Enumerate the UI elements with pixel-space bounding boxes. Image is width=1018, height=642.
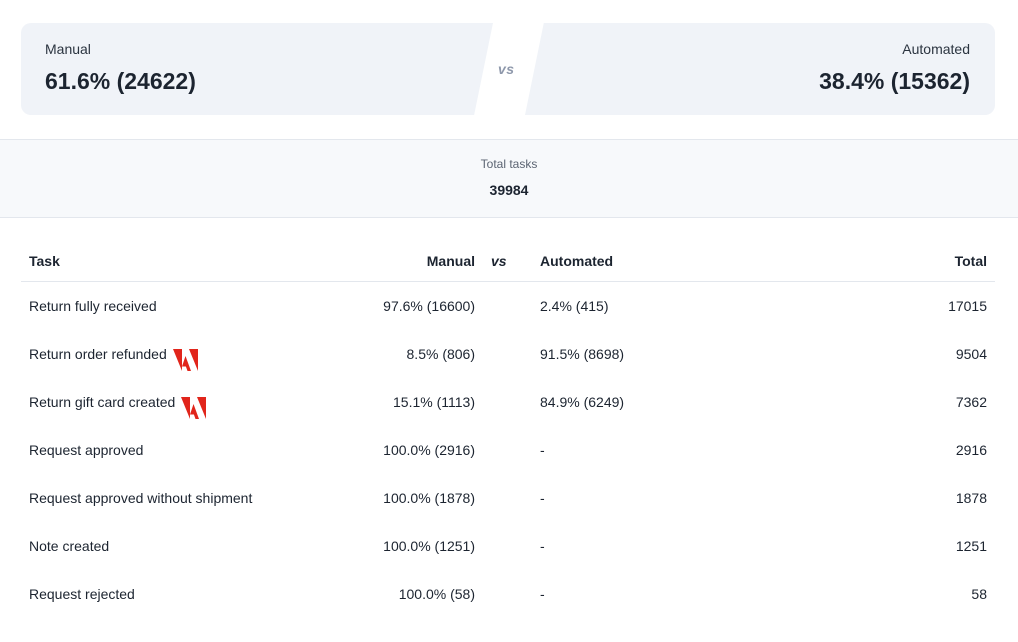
task-cell: Note created	[29, 522, 109, 570]
manual-cell: 97.6% (16600)	[383, 298, 475, 314]
header-total[interactable]: Total	[954, 253, 987, 269]
total-cell: 1251	[955, 538, 987, 554]
task-cell: Request rejected	[29, 570, 135, 618]
table-row[interactable]: Return order refunded 8.5% (806) 91.5% (86…	[21, 330, 995, 378]
total-tasks-section: Total tasks 39984	[0, 139, 1018, 218]
manual-cell: 100.0% (1251)	[383, 538, 475, 554]
task-cell: Return fully received	[29, 282, 157, 330]
total-cell: 58	[971, 586, 987, 602]
table-row[interactable]: Request approved without shipment 100.0% …	[21, 474, 995, 522]
table-row[interactable]: Return gift card created 15.1% (1113) 84.9…	[21, 378, 995, 426]
automated-cell: 2.4% (415)	[540, 298, 609, 314]
manual-cell: 15.1% (1113)	[393, 394, 475, 410]
table-row[interactable]: Request approved 100.0% (2916) - 2916	[21, 426, 995, 474]
task-cell: Return order refunded	[29, 330, 198, 378]
vs-badge: vs	[498, 61, 515, 77]
automated-summary-label: Automated	[902, 41, 970, 57]
automated-cell: -	[540, 442, 545, 458]
summary-comparison: Manual 61.6% (24622) vs Automated 38.4% …	[21, 23, 995, 115]
total-cell: 7362	[955, 394, 987, 410]
total-tasks-value: 39984	[489, 182, 529, 198]
task-name: Request rejected	[29, 586, 135, 602]
table-header-row: Task Manual vs Automated Total	[21, 236, 995, 282]
manual-summary-panel: Manual 61.6% (24622)	[21, 23, 493, 115]
total-cell: 2916	[955, 442, 987, 458]
adobe-icon	[181, 390, 207, 420]
header-manual[interactable]: Manual	[426, 253, 475, 269]
task-cell: Return gift card created	[29, 378, 207, 426]
manual-summary-value: 61.6% (24622)	[45, 68, 196, 94]
automated-cell: -	[540, 490, 545, 506]
task-name: Return gift card created	[29, 394, 176, 410]
total-cell: 17015	[948, 298, 987, 314]
automated-cell: 91.5% (8698)	[540, 346, 625, 362]
header-task[interactable]: Task	[29, 253, 60, 269]
table-row[interactable]: Return fully received 97.6% (16600) 2.4% (…	[21, 282, 995, 330]
task-name: Return order refunded	[29, 346, 167, 362]
table-row[interactable]: Note created 100.0% (1251) - 1251	[21, 522, 995, 570]
automated-cell: -	[540, 538, 545, 554]
table-body: Return fully received 97.6% (16600) 2.4% (…	[21, 282, 995, 618]
manual-cell: 100.0% (58)	[398, 586, 475, 602]
automated-summary-panel: Automated 38.4% (15362)	[525, 23, 995, 115]
task-name: Return fully received	[29, 298, 157, 314]
header-automated[interactable]: Automated	[540, 253, 614, 269]
tasks-table: Task Manual vs Automated Total Return fu…	[21, 236, 995, 618]
task-name: Request approved without shipment	[29, 490, 253, 506]
task-name: Note created	[29, 538, 110, 554]
total-cell: 9504	[955, 346, 987, 362]
manual-cell: 100.0% (2916)	[383, 442, 475, 458]
total-tasks-label: Total tasks	[480, 157, 538, 171]
header-vs: vs	[491, 253, 507, 269]
task-name: Request approved	[29, 442, 144, 458]
manual-summary-label: Manual	[45, 41, 91, 57]
automated-cell: -	[540, 586, 545, 602]
automated-summary-value: 38.4% (15362)	[819, 68, 970, 94]
total-cell: 1878	[955, 490, 987, 506]
manual-cell: 100.0% (1878)	[383, 490, 475, 506]
task-cell: Request approved without shipment	[29, 474, 252, 522]
adobe-icon	[172, 342, 198, 372]
task-cell: Request approved	[29, 426, 143, 474]
manual-cell: 8.5% (806)	[406, 346, 475, 362]
automated-cell: 84.9% (6249)	[540, 394, 625, 410]
table-row[interactable]: Request rejected 100.0% (58) - 58	[21, 570, 995, 618]
